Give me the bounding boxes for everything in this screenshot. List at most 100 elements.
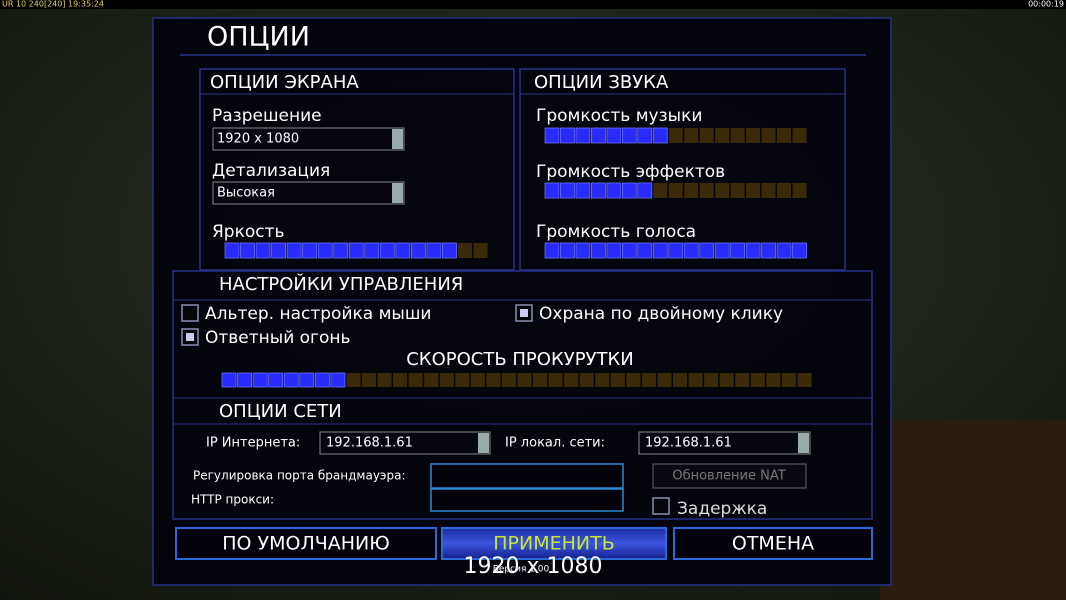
slider-segment-empty	[792, 128, 807, 143]
slider-segment-filled	[410, 242, 426, 259]
dropdown-arrow[interactable]	[392, 129, 403, 149]
slider-segment-filled	[776, 242, 792, 259]
button-label: ОТМЕНА	[732, 533, 814, 555]
checkbox	[652, 497, 670, 515]
slider-segment-empty	[684, 128, 699, 143]
slider-segment-filled	[714, 242, 730, 259]
slider-segment-empty	[719, 373, 734, 387]
slider-segment-empty	[746, 183, 761, 198]
slider-segment-filled	[330, 372, 346, 388]
dropdown[interactable]	[212, 127, 405, 151]
slider-segment-filled	[606, 242, 622, 259]
slider-segment-empty	[792, 183, 807, 198]
slider-segment-empty	[673, 373, 688, 387]
label: Громкость музыки	[536, 106, 702, 126]
slider-segment-empty	[424, 373, 439, 387]
checkbox-check	[520, 309, 528, 317]
slider-segment-filled	[544, 182, 560, 199]
slider-segment-filled	[348, 242, 364, 259]
slider-segment-filled	[575, 127, 591, 144]
slider-segment-empty	[715, 128, 730, 143]
slider-segment-filled	[606, 182, 622, 199]
dropdown-arrow[interactable]	[392, 183, 403, 203]
dropdown-value: 192.168.1.61	[645, 436, 732, 451]
dropdown-value: Высокая	[217, 186, 275, 201]
nat-button[interactable]	[652, 463, 807, 489]
checkbox-label: Ответный огонь	[205, 328, 351, 348]
title: ОПЦИИ	[207, 22, 310, 53]
slider-segment-filled	[426, 242, 442, 259]
slider-segment-filled	[237, 372, 253, 388]
slider-segment-empty	[746, 128, 761, 143]
slider-segment-filled	[544, 242, 560, 259]
slider-segment-empty	[657, 373, 672, 387]
slider-segment-empty	[548, 373, 563, 387]
cancel-button[interactable]	[673, 527, 873, 560]
dropdown[interactable]	[319, 431, 491, 455]
button-label: Обновление NAT	[672, 469, 785, 484]
slider-segment-empty	[704, 373, 719, 387]
text-input[interactable]	[430, 488, 624, 512]
section-title: НАСТРОЙКИ УПРАВЛЕНИЯ	[219, 273, 463, 295]
section-title: ОПЦИИ ЭКРАНА	[210, 72, 359, 93]
apply-button[interactable]	[441, 527, 667, 560]
slider-segment-filled	[621, 127, 637, 144]
dropdown[interactable]	[212, 181, 405, 205]
slider-segment-empty	[533, 373, 548, 387]
slider-segment-filled	[591, 182, 606, 199]
slider-segment-filled	[591, 127, 606, 144]
top-strip	[0, 0, 1066, 9]
dropdown[interactable]	[638, 431, 811, 455]
controls-box	[172, 270, 873, 520]
slider-segment-filled	[560, 127, 575, 144]
slider-segment-filled	[221, 372, 237, 388]
slider-segment-empty	[473, 243, 488, 258]
slider-segment-filled	[317, 242, 333, 259]
slider-segment-filled	[606, 127, 622, 144]
label: Детализация	[212, 161, 330, 181]
slider-segment-filled	[668, 242, 684, 259]
slider-segment-empty	[346, 373, 361, 387]
slider-segment-empty	[455, 373, 470, 387]
dropdown-value: 1920 x 1080	[217, 132, 299, 147]
version: Версия 1.00	[493, 565, 550, 575]
display-box	[199, 68, 515, 271]
slider-segment-filled	[302, 242, 318, 259]
slider-segment-filled	[224, 242, 240, 259]
slider-segment-filled	[314, 372, 330, 388]
slider-segment-filled	[792, 242, 807, 259]
stats: UR 10 240[240] 19:35:24	[2, 0, 104, 9]
defaults-button[interactable]	[175, 527, 437, 560]
slider-segment-empty	[610, 373, 625, 387]
slider-segment-filled	[240, 242, 255, 259]
slider-segment-empty	[595, 373, 610, 387]
dropdown-arrow[interactable]	[798, 433, 809, 453]
slider-segment-filled	[591, 242, 606, 259]
slider-segment-filled	[575, 242, 591, 259]
label: Громкость эффектов	[536, 162, 725, 182]
slider-segment-empty	[641, 373, 656, 387]
label: Яркость	[212, 222, 285, 242]
slider-segment-empty	[668, 183, 683, 198]
slider-segment-empty	[653, 183, 668, 198]
slider-segment-filled	[621, 182, 637, 199]
slider-segment-empty	[688, 373, 703, 387]
slider-segment-filled	[575, 182, 591, 199]
slider-segment-empty	[408, 373, 423, 387]
slider-segment-empty	[439, 373, 454, 387]
slider-segment-filled	[268, 372, 284, 388]
slider-segment-empty	[457, 243, 472, 258]
slider-segment-empty	[699, 128, 714, 143]
slider-segment-empty	[668, 128, 683, 143]
section-title: ОПЦИИ СЕТИ	[219, 401, 342, 422]
slider-segment-filled	[637, 182, 653, 199]
text-input[interactable]	[430, 463, 624, 489]
dropdown-arrow[interactable]	[478, 433, 489, 453]
slider-segment-filled	[252, 372, 268, 388]
slider-segment-filled	[730, 242, 746, 259]
slider-segment-filled	[699, 242, 715, 259]
checkbox-label: Задержка	[677, 499, 767, 519]
slider-segment-empty	[730, 128, 745, 143]
label: IP локал. сети:	[505, 436, 605, 451]
